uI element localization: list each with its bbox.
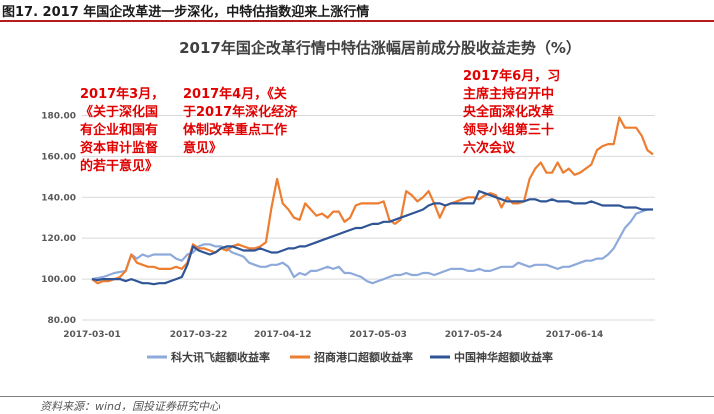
annotation-1: 2017年4月，《关于2017年深化经济体制改革重点工作意见》: [183, 86, 298, 156]
annotation-line: 有企业和国有: [80, 122, 158, 138]
annotation-2: 2017年6月，习主席主持召开中央全面深化改革领导小组第三十六次会议: [463, 68, 560, 156]
series-lines: [91, 116, 654, 286]
annotation-line: 央全面深化改革: [463, 104, 554, 120]
y-tick-label: 160.00: [41, 152, 76, 162]
y-axis-ticks: 80.00 100.00 120.00 140.00 160.00 180.00: [41, 111, 76, 326]
source-note: 资料来源：wind，国投证券研究中心: [40, 400, 221, 413]
x-tick-label: 2017-06-14: [546, 330, 604, 340]
annotation-line: 体制改革重点工作: [183, 122, 287, 138]
annotation-line: 的若干意见》: [80, 158, 158, 174]
source-divider: [0, 396, 714, 397]
y-tick-label: 80.00: [48, 316, 76, 326]
legend-label: 中国神华超额收益率: [454, 350, 553, 364]
y-tick-label: 180.00: [41, 111, 76, 121]
annotation-line: 于2017年深化经济: [183, 104, 298, 120]
series-line-1: [91, 116, 654, 285]
annotations: 2017年3月， 《关于深化国有企业和国有资本审计监督的若干意见》 2017年4月，…: [80, 68, 560, 174]
y-tick-label: 100.00: [41, 275, 76, 285]
gridlines: [82, 114, 655, 321]
caption-divider: [0, 20, 714, 22]
annotation-line: 主席主持召开中: [463, 86, 554, 102]
annotation-line: 《关于深化国: [80, 104, 158, 120]
annotation-line: 2017年6月，习: [463, 68, 560, 84]
y-tick-label: 140.00: [41, 193, 76, 203]
x-tick-label: 2017-05-24: [445, 330, 503, 340]
figure-caption: 图17. 2017 年国企改革进一步深化，中特估指数迎来上涨行情: [2, 5, 370, 20]
x-tick-label: 2017-03-22: [170, 330, 228, 340]
x-tick-label: 2017-05-03: [349, 330, 407, 340]
annotation-line: 2017年4月，《关: [183, 86, 287, 102]
x-tick-label: 2017-04-12: [254, 330, 312, 340]
annotation-line: 意见》: [183, 140, 222, 156]
x-tick-label: 2017-03-01: [63, 330, 121, 340]
annotation-0: 2017年3月， 《关于深化国有企业和国有资本审计监督的若干意见》: [80, 86, 164, 174]
legend-label: 科大讯飞超额收益率: [171, 350, 270, 364]
legend-label: 招商港口超额收益率: [314, 350, 413, 364]
annotation-line: 六次会议: [463, 140, 516, 156]
y-tick-label: 120.00: [41, 234, 76, 244]
series-line-0: [91, 208, 648, 285]
annotation-line: 2017年3月，: [80, 86, 164, 102]
annotation-line: 资本审计监督: [80, 140, 158, 156]
chart-title: 2017年国企改革行情中特估涨幅居前成分股收益走势（%）: [179, 39, 581, 57]
annotation-line: 领导小组第三十: [463, 122, 554, 138]
series-line-2: [91, 190, 653, 286]
x-axis-ticks: 2017-03-01 2017-03-22 2017-04-12 2017-05-03…: [63, 330, 603, 340]
legend: 科大讯飞超额收益率 招商港口超额收益率 中国神华超额收益率: [147, 350, 553, 364]
